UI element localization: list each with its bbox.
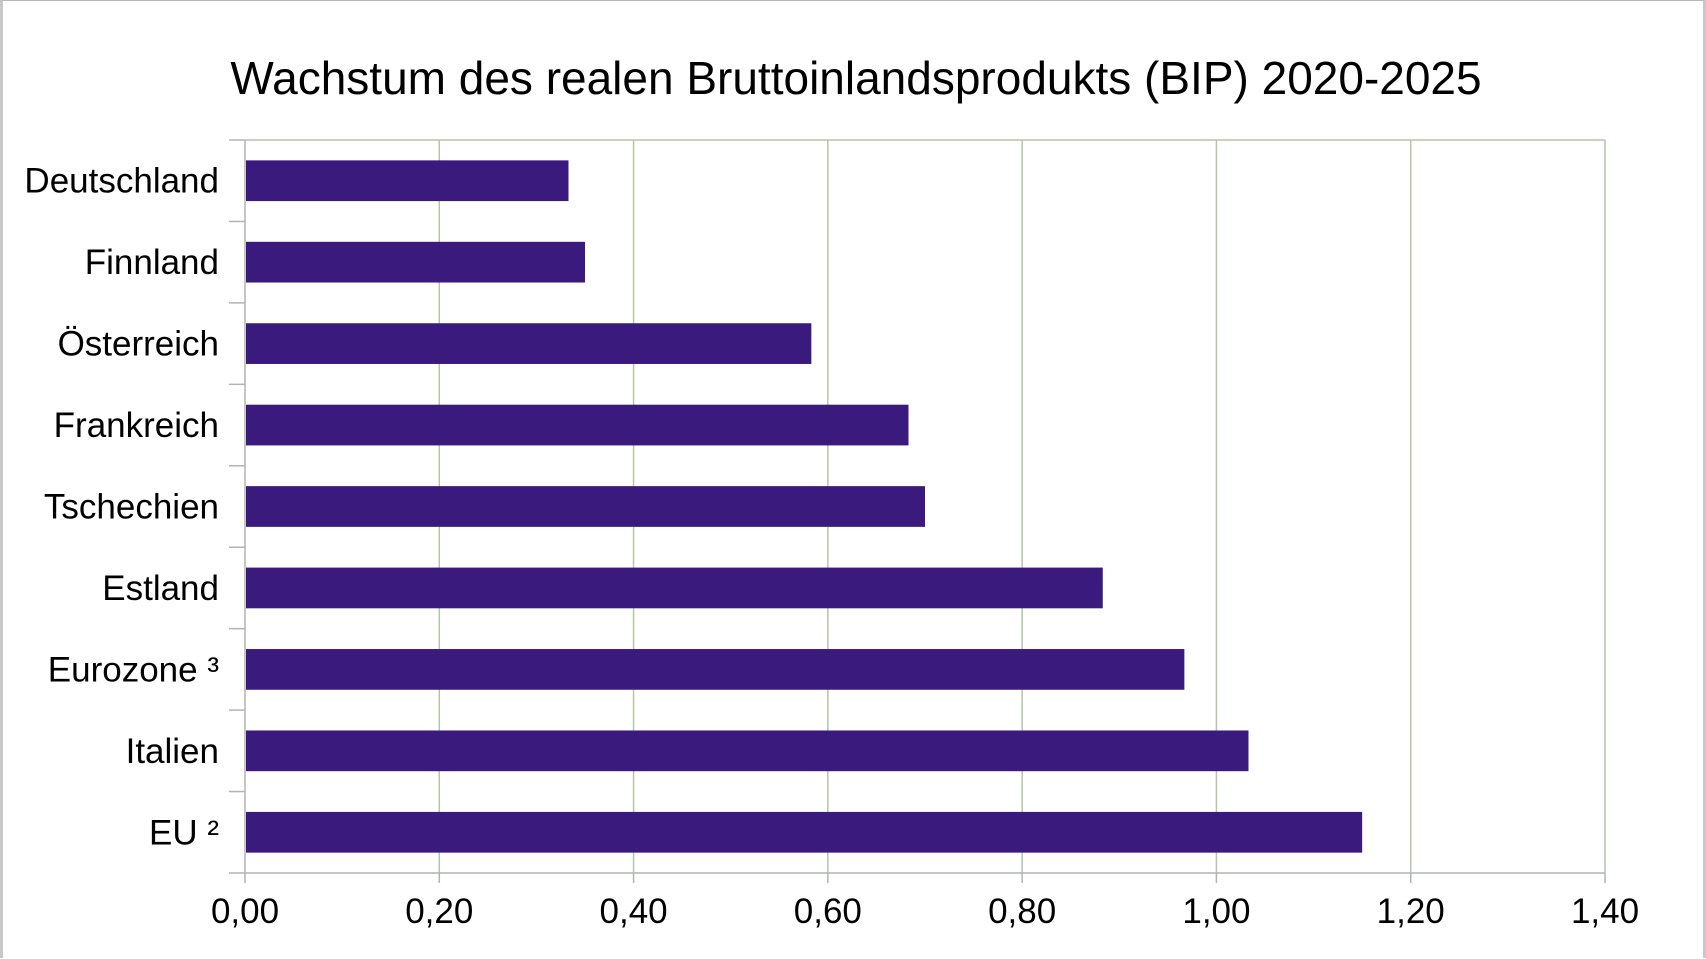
category-label: EU ² — [149, 813, 219, 852]
chart-title: Wachstum des realen Bruttoinlandsprodukt… — [230, 52, 1481, 104]
x-tick-label: 1,20 — [1377, 892, 1445, 931]
x-tick-label: 1,40 — [1571, 892, 1639, 931]
category-label: Deutschland — [24, 162, 219, 201]
bar — [246, 486, 925, 527]
bar — [246, 649, 1185, 690]
bar — [246, 160, 569, 202]
x-tick-label: 1,00 — [1182, 892, 1250, 931]
category-label: Italien — [126, 732, 219, 771]
category-label: Frankreich — [54, 406, 219, 445]
x-tick-label: 0,40 — [600, 892, 668, 931]
bar — [246, 567, 1103, 609]
category-labels: Deutschland Finnland Österreich Frankreich T… — [24, 162, 219, 853]
bar — [246, 323, 812, 364]
bar — [246, 811, 1363, 853]
category-label: Tschechien — [44, 488, 219, 527]
x-tick-label: 0,20 — [405, 892, 473, 931]
axes — [229, 139, 1606, 883]
bar — [246, 241, 585, 283]
bar — [246, 730, 1249, 772]
x-tick-label: 0,60 — [794, 892, 862, 931]
x-tick-label: 0,80 — [988, 892, 1056, 931]
category-label: Estland — [102, 569, 219, 608]
category-label: Finnland — [85, 243, 219, 282]
bars — [246, 160, 1363, 853]
x-tick-label: 0,00 — [211, 892, 279, 931]
category-label: Eurozone ³ — [48, 650, 219, 689]
bar-chart: Wachstum des realen Bruttoinlandsprodukt… — [24, 52, 1639, 931]
category-label: Österreich — [58, 325, 219, 364]
x-tick-labels: 0,00 0,20 0,40 0,60 0,80 1,00 1,20 1,40 — [211, 892, 1639, 931]
bar — [246, 404, 909, 446]
